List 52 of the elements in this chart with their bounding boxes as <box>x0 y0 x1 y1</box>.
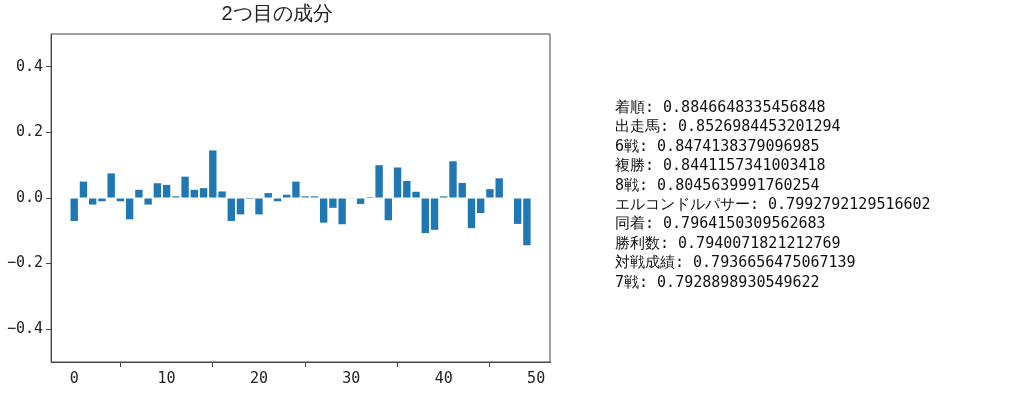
text: 着順: 0.8846648335456848 <box>615 98 827 118</box>
text: 7戦: 0.7928898930549622 <box>615 272 821 293</box>
text: 複勝: 0.8441157341003418 <box>615 156 827 176</box>
bar <box>199 188 208 198</box>
bar <box>135 189 143 198</box>
text: 同着: 0.7964150309562683 <box>615 214 827 234</box>
text: 勝利数: 0.7940071821212769 <box>615 233 842 254</box>
bar <box>218 191 226 198</box>
bar <box>319 198 328 223</box>
bar <box>190 189 199 198</box>
bar <box>467 198 476 229</box>
bar <box>393 167 402 198</box>
chart-title: 2つ目の成分 <box>221 1 333 24</box>
y-tick-label: 0.2 <box>16 122 44 141</box>
y-tick-label: 0.4 <box>16 56 44 75</box>
y-tick-label: −0.4 <box>7 319 44 338</box>
text: 出走馬: 0.8526984453201294 <box>615 117 842 137</box>
bar <box>430 198 439 230</box>
bar <box>523 198 531 246</box>
x-tick-label: 0 <box>69 368 79 387</box>
x-tick-label: 50 <box>527 368 546 387</box>
bar <box>70 198 78 221</box>
bar <box>107 173 115 198</box>
bar <box>255 198 263 215</box>
bar <box>153 183 162 198</box>
bar <box>79 181 88 198</box>
x-tick-label: 10 <box>157 368 176 387</box>
bar <box>403 180 411 198</box>
x-tick-label: 20 <box>249 368 269 387</box>
y-tick-label: 0.0 <box>16 187 44 206</box>
text: 8戦: 0.8045639991760254 <box>615 175 821 196</box>
bar <box>513 198 522 224</box>
bar <box>421 198 429 234</box>
bar <box>125 198 134 220</box>
text: エルコンドルパサー: 0.7992792129516602 <box>615 195 931 215</box>
bar <box>227 198 235 221</box>
bar <box>89 198 97 205</box>
bar <box>477 198 485 214</box>
bar <box>449 161 457 198</box>
bar <box>144 198 152 205</box>
bar <box>384 198 393 221</box>
text: 対戦成績: 0.7936656475067139 <box>615 253 857 273</box>
bar <box>458 182 466 198</box>
bar <box>209 150 217 198</box>
y-tick-label: −0.2 <box>7 253 44 272</box>
x-tick-label: 30 <box>342 368 361 387</box>
text: 6戦: 0.8474138379096985 <box>615 136 821 157</box>
bar <box>412 191 420 198</box>
bar <box>283 194 291 198</box>
bar <box>264 193 272 198</box>
x-tick-label: 40 <box>434 368 453 387</box>
bar <box>162 184 171 198</box>
